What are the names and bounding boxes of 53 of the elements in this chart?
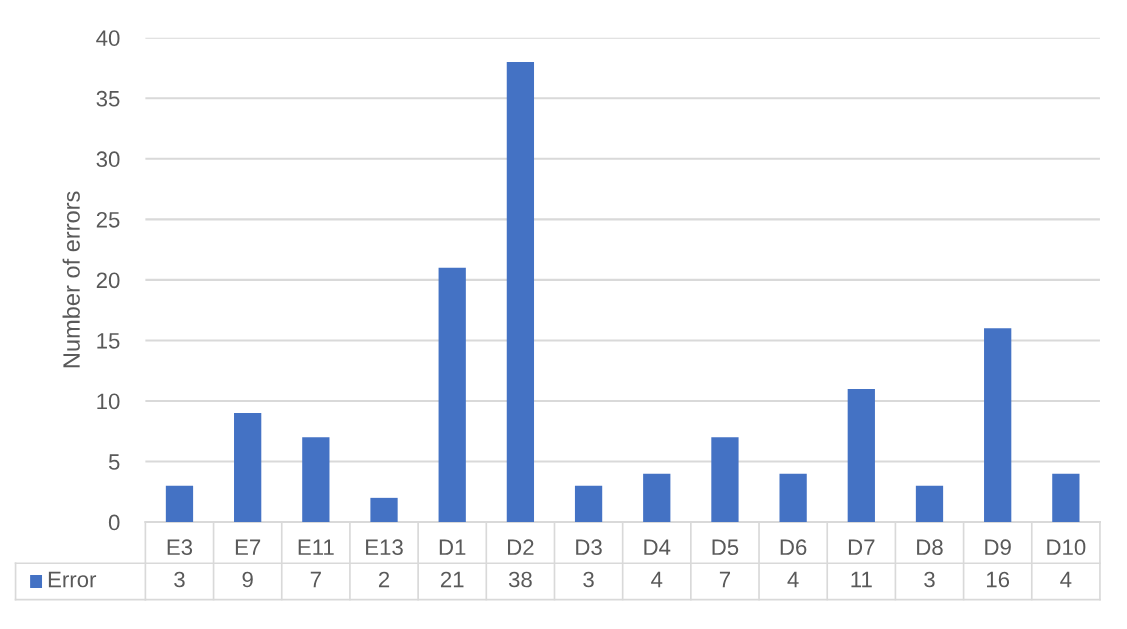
y-tick-label: 5 xyxy=(108,454,120,470)
bar xyxy=(1052,473,1080,523)
y-axis-title: Number of errors xyxy=(62,191,80,368)
data-label: 16 xyxy=(987,571,1010,588)
data-label: 9 xyxy=(242,571,253,588)
x-tick-label: E3 xyxy=(167,539,193,556)
bar xyxy=(506,61,535,523)
bar xyxy=(302,437,330,523)
bar xyxy=(574,485,603,523)
data-label: 3 xyxy=(583,571,594,588)
bar xyxy=(915,485,944,523)
data-label: 2 xyxy=(378,571,390,588)
bar xyxy=(234,413,262,523)
y-tick-label: 35 xyxy=(96,90,120,107)
x-tick-label: E7 xyxy=(235,539,261,555)
data-label: 4 xyxy=(787,571,799,588)
x-tick-label: D7 xyxy=(848,539,875,555)
x-tick-label: E13 xyxy=(366,539,403,556)
data-label: 4 xyxy=(651,571,663,588)
x-tick-label: D3 xyxy=(576,539,602,556)
x-tick-label: D5 xyxy=(712,539,739,556)
data-label: 3 xyxy=(174,571,185,588)
y-tick-label: 40 xyxy=(96,30,120,47)
data-label: 7 xyxy=(719,571,731,588)
bar xyxy=(984,328,1012,523)
y-tick-label: 25 xyxy=(96,211,120,228)
x-tick-label: D6 xyxy=(780,539,807,556)
bar xyxy=(438,267,466,523)
x-tick-label: D9 xyxy=(985,539,1011,556)
x-tick-label: E11 xyxy=(298,539,334,555)
data-label: 38 xyxy=(508,571,532,588)
x-tick-label: D2 xyxy=(508,539,534,555)
data-label: 4 xyxy=(1060,571,1072,588)
x-tick-label: D10 xyxy=(1047,539,1086,556)
data-label: 3 xyxy=(924,571,935,588)
y-tick-label: 20 xyxy=(96,272,120,289)
bar xyxy=(779,473,807,523)
legend-label: Error xyxy=(48,571,97,588)
x-tick-label: D8 xyxy=(917,539,943,556)
y-tick-label: 15 xyxy=(97,333,120,349)
y-tick-label: 30 xyxy=(96,151,120,168)
data-label: 21 xyxy=(440,571,464,588)
x-tick-label: D1 xyxy=(439,539,466,555)
y-tick-label: 10 xyxy=(97,393,120,410)
x-tick-label: D4 xyxy=(644,539,671,555)
bar xyxy=(165,485,194,523)
bar xyxy=(847,388,875,523)
y-tick-label: 0 xyxy=(108,514,120,531)
data-label: 7 xyxy=(310,571,321,588)
bar xyxy=(711,437,739,523)
bar xyxy=(370,497,398,523)
data-label: 11 xyxy=(851,571,872,588)
bar xyxy=(643,473,671,523)
